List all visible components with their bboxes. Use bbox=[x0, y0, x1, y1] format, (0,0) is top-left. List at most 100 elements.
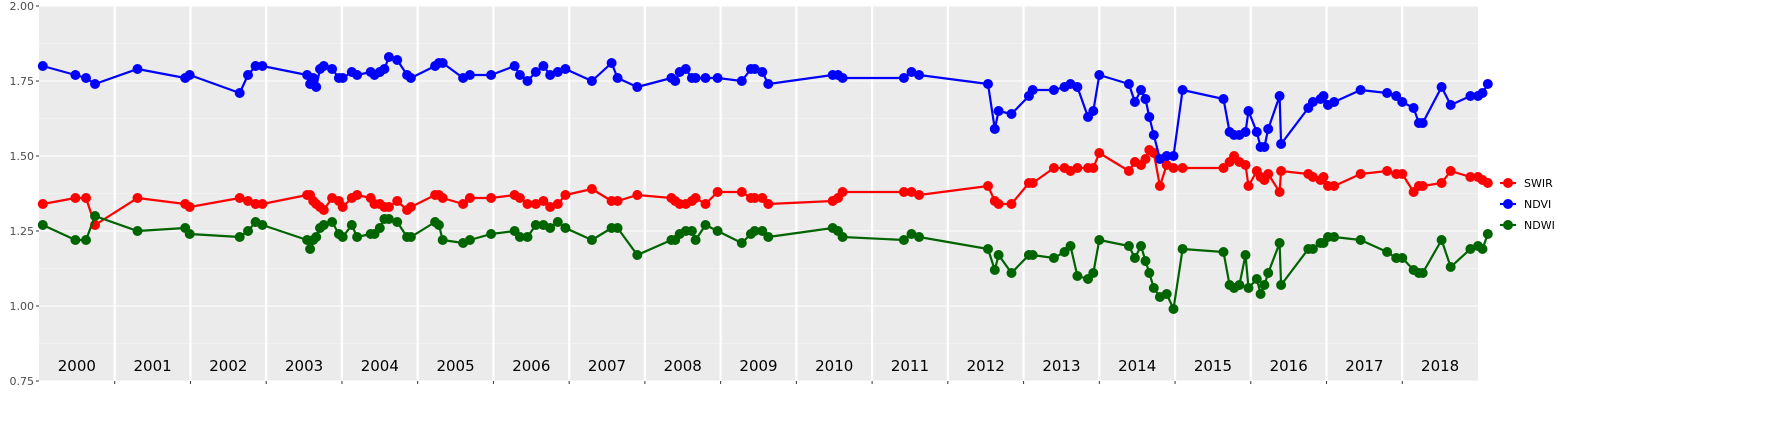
data-point bbox=[1006, 268, 1017, 278]
data-point bbox=[680, 64, 691, 74]
data-point bbox=[1168, 304, 1179, 314]
data-point bbox=[405, 73, 416, 83]
data-point bbox=[612, 223, 623, 233]
data-point bbox=[1006, 109, 1017, 119]
data-point bbox=[1274, 91, 1285, 101]
year-label: 2003 bbox=[285, 357, 323, 375]
data-point bbox=[1251, 127, 1262, 137]
data-point bbox=[736, 238, 747, 248]
data-point bbox=[234, 88, 245, 98]
data-point bbox=[234, 193, 245, 203]
data-point bbox=[1140, 154, 1151, 164]
data-point bbox=[690, 73, 701, 83]
data-point bbox=[837, 232, 848, 242]
data-point bbox=[1027, 85, 1038, 95]
data-point bbox=[983, 244, 993, 254]
data-point bbox=[243, 196, 253, 206]
data-point bbox=[1355, 169, 1366, 179]
data-point bbox=[522, 199, 533, 209]
data-point bbox=[257, 199, 268, 209]
data-point bbox=[1234, 280, 1245, 290]
data-point bbox=[906, 229, 917, 239]
y-tick-label: 1.50 bbox=[10, 150, 35, 163]
data-point bbox=[1065, 241, 1076, 251]
data-point bbox=[1408, 103, 1419, 113]
data-point bbox=[612, 73, 623, 83]
data-point bbox=[530, 220, 541, 230]
data-point bbox=[405, 232, 416, 242]
data-point bbox=[1072, 82, 1083, 92]
data-point bbox=[989, 265, 1000, 275]
data-point bbox=[37, 61, 48, 71]
data-point bbox=[1123, 79, 1134, 89]
data-point bbox=[906, 67, 917, 77]
data-point bbox=[914, 70, 925, 80]
data-point bbox=[383, 52, 394, 62]
data-point bbox=[1482, 229, 1493, 239]
data-point bbox=[437, 193, 448, 203]
year-label: 2011 bbox=[891, 357, 929, 375]
data-point bbox=[749, 226, 760, 236]
data-point bbox=[1027, 178, 1038, 188]
data-point bbox=[736, 187, 747, 197]
year-label: 2007 bbox=[588, 357, 626, 375]
data-point bbox=[1006, 199, 1017, 209]
data-point bbox=[522, 232, 533, 242]
data-point bbox=[1094, 235, 1105, 245]
data-point bbox=[70, 235, 81, 245]
data-point bbox=[1382, 247, 1393, 257]
data-point bbox=[311, 232, 322, 242]
data-point bbox=[632, 82, 643, 92]
legend-label: SWIR bbox=[1524, 177, 1553, 190]
data-point bbox=[712, 187, 723, 197]
data-point bbox=[379, 64, 390, 74]
data-point bbox=[560, 64, 571, 74]
data-point bbox=[1397, 253, 1408, 263]
grid bbox=[39, 5, 1478, 382]
data-point bbox=[1329, 181, 1340, 191]
data-point bbox=[318, 205, 329, 215]
data-point bbox=[1243, 106, 1254, 116]
data-point bbox=[352, 232, 363, 242]
data-point bbox=[700, 220, 711, 230]
data-point bbox=[1218, 94, 1229, 104]
data-point bbox=[1251, 274, 1262, 284]
data-point bbox=[352, 190, 363, 200]
data-point bbox=[1129, 253, 1140, 263]
data-point bbox=[1276, 139, 1287, 149]
year-label: 2010 bbox=[815, 357, 853, 375]
data-point bbox=[327, 64, 338, 74]
data-point bbox=[690, 235, 701, 245]
data-point bbox=[1148, 130, 1159, 140]
data-point bbox=[318, 61, 329, 71]
data-point bbox=[1027, 250, 1038, 260]
legend-marker bbox=[1503, 178, 1513, 188]
data-point bbox=[337, 202, 348, 212]
data-point bbox=[308, 73, 319, 83]
data-point bbox=[837, 73, 848, 83]
legend: SWIR NDVI NDWI bbox=[1500, 177, 1555, 232]
data-point bbox=[132, 193, 143, 203]
series-ndwi bbox=[37, 211, 1493, 314]
data-point bbox=[1168, 151, 1179, 161]
data-point bbox=[1417, 268, 1428, 278]
data-point bbox=[1129, 97, 1140, 107]
data-point bbox=[383, 214, 394, 224]
data-point bbox=[1417, 118, 1428, 128]
data-point bbox=[560, 223, 571, 233]
data-point bbox=[374, 223, 385, 233]
data-point bbox=[712, 226, 723, 236]
data-point bbox=[1263, 169, 1274, 179]
legend-label: NDWI bbox=[1524, 219, 1555, 232]
data-point bbox=[1382, 166, 1393, 176]
legend-item: NDVI bbox=[1500, 198, 1551, 211]
data-point bbox=[514, 193, 525, 203]
data-point bbox=[464, 193, 475, 203]
year-label: 2000 bbox=[58, 357, 96, 375]
data-point bbox=[983, 79, 993, 89]
data-point bbox=[586, 235, 597, 245]
data-point bbox=[545, 202, 556, 212]
data-point bbox=[392, 55, 403, 65]
y-tick-label: 1.00 bbox=[10, 300, 35, 313]
data-point bbox=[1397, 97, 1408, 107]
